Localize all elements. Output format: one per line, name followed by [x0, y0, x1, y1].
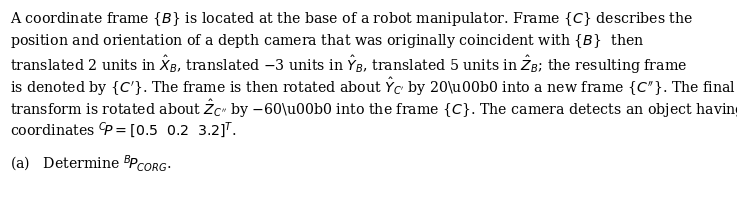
Text: position and orientation of a depth camera that was originally coincident with {: position and orientation of a depth came… — [10, 32, 644, 50]
Text: (a)   Determine ${}^{B}\!P_{CORG}$.: (a) Determine ${}^{B}\!P_{CORG}$. — [10, 154, 172, 174]
Text: transform is rotated about $\hat{Z}_{C''}$ by $-$60\u00b0 into the frame {$C$}. : transform is rotated about $\hat{Z}_{C''… — [10, 98, 737, 120]
Text: is denoted by {$C'$}. The frame is then rotated about $\hat{Y}_{C'}$ by 20\u00b0: is denoted by {$C'$}. The frame is then … — [10, 76, 736, 98]
Text: A coordinate frame {$B$} is located at the base of a robot manipulator. Frame {$: A coordinate frame {$B$} is located at t… — [10, 10, 694, 28]
Text: coordinates ${}^{C}\!P = [0.5 \ \ 0.2 \ \ 3.2]^T$.: coordinates ${}^{C}\!P = [0.5 \ \ 0.2 \ … — [10, 120, 237, 140]
Text: translated 2 units in $\hat{X}_B$, translated $-$3 units in $\hat{Y}_B$, transla: translated 2 units in $\hat{X}_B$, trans… — [10, 54, 687, 76]
